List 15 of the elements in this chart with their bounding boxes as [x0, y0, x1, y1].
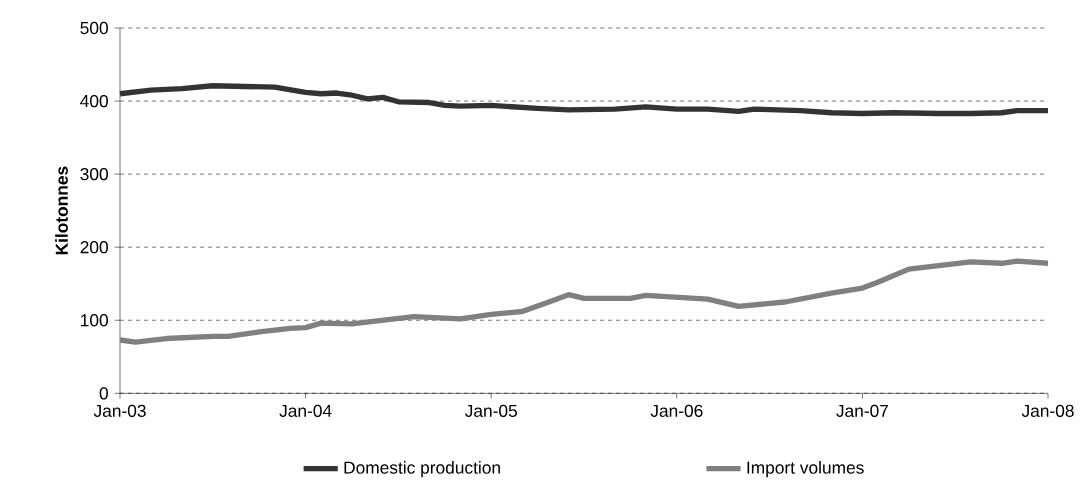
y-tick-label: 300 [80, 167, 108, 181]
y-tick-label: 200 [80, 240, 108, 254]
y-tick-label: 100 [81, 313, 108, 327]
x-tick-label: Jan-08 [1021, 404, 1074, 417]
legend-label: Domestic production [344, 460, 500, 478]
x-tick-label: Jan-06 [650, 404, 703, 417]
legend-label: Import volumes [747, 460, 864, 478]
x-tick-label: Jan-03 [93, 404, 146, 417]
y-axis-title: Kilotonnes [55, 166, 68, 255]
y-tick-label: 400 [80, 94, 108, 108]
x-tick-label: Jan-05 [464, 404, 517, 417]
y-tick-label: 0 [99, 387, 108, 400]
y-tick-label: 500 [80, 21, 108, 34]
x-tick-label: Jan-04 [279, 404, 332, 417]
x-tick-label: Jan-07 [836, 404, 889, 417]
